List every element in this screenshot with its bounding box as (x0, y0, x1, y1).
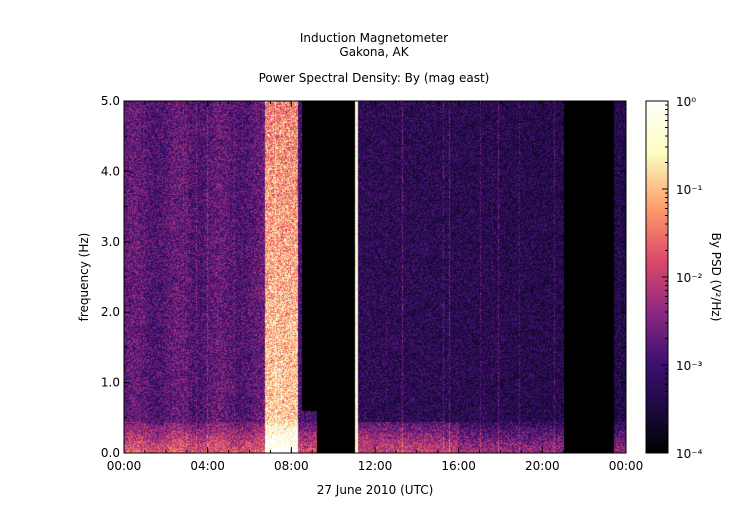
x-tick-label: 20:00 (525, 459, 560, 473)
y-tick-label: 1.0 (101, 376, 120, 390)
x-tick-label: 00:00 (107, 459, 142, 473)
y-tick-label: 0.0 (101, 446, 120, 460)
y-tick-label: 4.0 (101, 164, 120, 178)
colorbar-tick-label: 10⁻⁴ (676, 447, 703, 461)
y-axis-label: frequency (Hz) (77, 233, 91, 322)
colorbar-tick-label: 10⁻¹ (676, 183, 703, 197)
x-tick-label: 12:00 (358, 459, 393, 473)
chart-title-line1: Induction Magnetometer (300, 31, 448, 45)
x-tick-label: 08:00 (274, 459, 309, 473)
y-tick-label: 5.0 (101, 94, 120, 108)
colorbar-tick-label: 10⁻³ (676, 359, 703, 373)
chart-title-line2: Gakona, AK (339, 45, 409, 59)
x-tick-label: 04:00 (190, 459, 225, 473)
y-tick-label: 2.0 (101, 305, 120, 319)
colorbar-tick-label: 10⁰ (676, 95, 696, 109)
x-tick-label: 16:00 (441, 459, 476, 473)
colorbar-label: By PSD (V²/Hz) (709, 233, 723, 322)
y-axis: 0.0 1.0 2.0 3.0 4.0 5.0 (101, 94, 626, 460)
chart-subtitle: Power Spectral Density: By (mag east) (259, 71, 490, 85)
x-axis: 00:00 04:00 08:00 12:00 16:00 20:00 00:00 (107, 101, 644, 473)
colorbar-tick-label: 10⁻² (676, 271, 703, 285)
colorbar-axis: 10⁰ 10⁻¹ 10⁻² 10⁻³ 10⁻⁴ (662, 95, 703, 461)
x-axis-label: 27 June 2010 (UTC) (317, 483, 434, 497)
spectrogram-image (124, 101, 626, 453)
y-tick-label: 3.0 (101, 235, 120, 249)
spectrogram-plot (124, 101, 626, 453)
x-tick-label: 00:00 (609, 459, 644, 473)
